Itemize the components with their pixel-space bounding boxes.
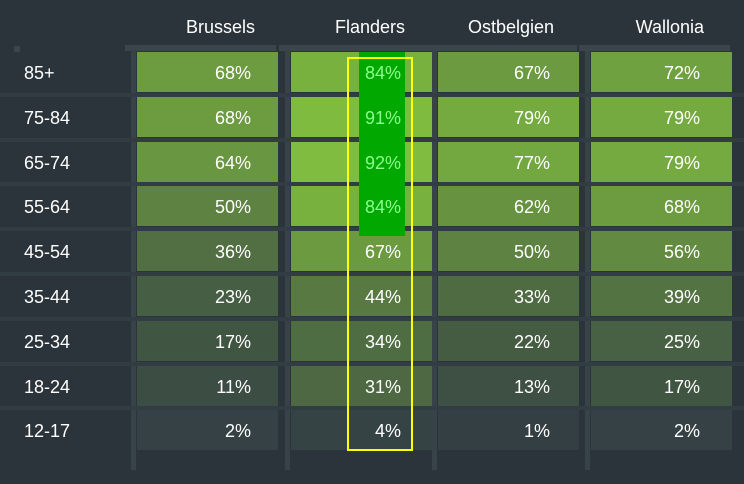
column-separator: [585, 50, 590, 470]
column-separator: [432, 50, 437, 470]
row-label-55-64: 55-64: [24, 197, 71, 218]
heatmap-cell: [591, 141, 732, 182]
heatmap-cell: [291, 231, 432, 272]
heatmap-cell: [591, 276, 732, 316]
heatmap-cell: [137, 365, 278, 406]
cell-value-label: 84%: [364, 197, 401, 218]
heatmap-cell: [137, 52, 278, 92]
corner-marker: [14, 46, 20, 52]
row-label-12-17: 12-17: [24, 421, 71, 442]
row-label-18-24: 18-24: [24, 376, 71, 397]
cell-value-label: 31%: [364, 376, 401, 397]
cell-value-label: 23%: [214, 287, 251, 307]
cell-value-label: 44%: [364, 287, 401, 307]
cell-value-label: 77%: [513, 152, 550, 173]
heatmap-cell: [137, 141, 278, 182]
cell-value-label: 34%: [364, 331, 401, 352]
cell-value-label: 4%: [374, 421, 401, 442]
cell-value-label: 72%: [663, 63, 700, 83]
column-separator: [285, 50, 290, 470]
heatmap-cell: [438, 231, 579, 272]
heatmap-cell: [291, 276, 432, 316]
heatmap-cell: [591, 410, 732, 451]
row-label-35-44: 35-44: [24, 287, 71, 307]
cell-value-label: 67%: [513, 63, 550, 83]
column-header-bar: [426, 45, 577, 51]
heatmap-cell: [438, 365, 579, 406]
cell-value-label: 1%: [523, 421, 550, 442]
row-label-75-84: 75-84: [24, 107, 71, 128]
heatmap-cell: [137, 186, 278, 227]
cell-value-label: 79%: [663, 152, 700, 173]
column-header-bar: [579, 45, 730, 51]
cell-value-label: 64%: [214, 152, 251, 173]
cell-value-label: 68%: [214, 107, 251, 128]
cell-value-label: 84%: [364, 63, 401, 83]
heatmap-cell: [137, 410, 278, 451]
column-header-flanders: Flanders: [334, 17, 405, 37]
cell-value-label: 68%: [214, 63, 251, 83]
cell-value-label: 22%: [513, 331, 550, 352]
heatmap-cell: [438, 52, 579, 92]
heatmap-cell: [137, 276, 278, 316]
heatmap-cell: [438, 186, 579, 227]
row-label-25-34: 25-34: [24, 331, 71, 352]
cell-value-label: 50%: [513, 242, 550, 263]
highlight-fill-bar: [359, 52, 405, 237]
cell-value-label: 92%: [364, 152, 401, 173]
cell-value-label: 79%: [513, 107, 550, 128]
column-header-wallonia: Wallonia: [635, 17, 704, 37]
cell-value-label: 13%: [513, 376, 550, 397]
cell-value-label: 50%: [214, 197, 251, 218]
heatmap-cell: [438, 96, 579, 137]
heatmap-cell: [137, 320, 278, 361]
row-label-65-74: 65-74: [24, 152, 71, 173]
row-label-85+: 85+: [24, 63, 55, 83]
cell-value-label: 67%: [364, 242, 401, 263]
cell-value-label: 79%: [663, 107, 700, 128]
row-divider: [0, 406, 744, 411]
cell-value-label: 39%: [663, 287, 700, 307]
cell-value-label: 2%: [224, 421, 251, 442]
heatmap-cell: [291, 365, 432, 406]
cell-value-label: 91%: [364, 107, 401, 128]
heatmap-cell: [438, 320, 579, 361]
row-divider: [0, 361, 744, 366]
cell-value-label: 11%: [216, 376, 251, 397]
column-header-bar: [125, 45, 276, 51]
highlight-outline: [347, 57, 413, 452]
cell-value-label: 17%: [214, 331, 251, 352]
heatmap-cell: [137, 231, 278, 272]
heatmap-cell: [591, 52, 732, 92]
cell-value-label: 68%: [663, 197, 700, 218]
cell-value-label: 17%: [663, 376, 700, 397]
cell-value-label: 62%: [513, 197, 550, 218]
column-header-ostbelgien: Ostbelgien: [467, 17, 554, 37]
cell-value-label: 36%: [214, 242, 251, 263]
cell-value-label: 33%: [513, 287, 550, 307]
heatmap-cell: [438, 141, 579, 182]
row-divider: [0, 316, 744, 321]
cell-value-label: 2%: [673, 421, 700, 442]
heatmap-cell: [591, 231, 732, 272]
column-header-brussels: Brussels: [185, 17, 255, 37]
row-label-45-54: 45-54: [24, 242, 71, 263]
heatmap-cell: [591, 365, 732, 406]
heatmap-cell: [438, 276, 579, 316]
heatmap-cell: [591, 320, 732, 361]
heatmap-cell: [291, 410, 432, 451]
cell-value-label: 25%: [663, 331, 700, 352]
cell-value-label: 56%: [663, 242, 700, 263]
column-header-bar: [279, 45, 430, 51]
heatmap-cell: [438, 410, 579, 451]
row-divider: [0, 272, 744, 276]
heatmap-cell: [137, 96, 278, 137]
heatmap-cell: [291, 320, 432, 361]
heatmap-cell: [591, 186, 732, 227]
column-separator: [131, 50, 136, 470]
heatmap-cell: [591, 96, 732, 137]
